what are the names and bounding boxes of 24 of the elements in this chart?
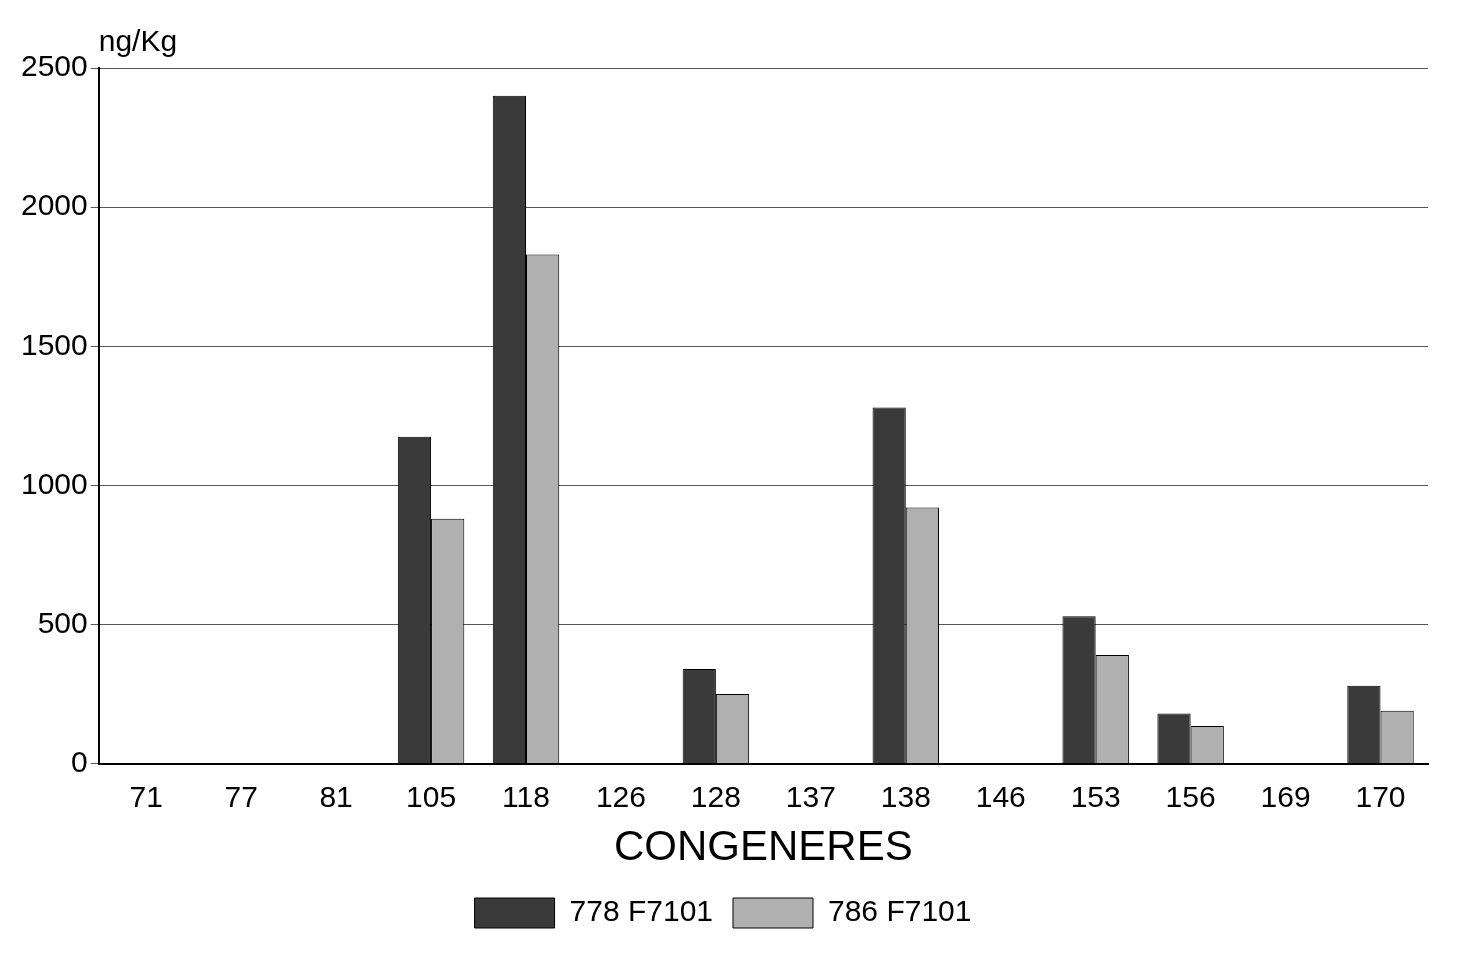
x-tick-label: 105: [406, 779, 457, 813]
legend-label: 778 F7101: [569, 894, 713, 928]
y-tick-label: 2000: [20, 188, 88, 222]
y-tick-label: 500: [37, 605, 88, 639]
x-tick-label: 170: [1355, 779, 1406, 813]
x-axis-title: CONGENERES: [614, 822, 913, 870]
x-tick-label: 118: [502, 779, 550, 813]
x-tick-label: 81: [319, 779, 353, 813]
y-tick-label: 1000: [20, 466, 88, 500]
x-tick-label: 71: [129, 779, 163, 813]
y-tick-label: 0: [71, 744, 88, 778]
x-tick-label: 77: [224, 779, 258, 813]
y-tick-label: 2500: [20, 49, 88, 83]
y-axis-title: ng/Kg: [98, 24, 178, 58]
legend-label: 786 F7101: [828, 894, 972, 928]
x-tick-label: 156: [1165, 779, 1216, 813]
x-tick-label: 137: [785, 779, 836, 813]
x-tick-label: 128: [690, 779, 741, 813]
y-tick-label: 1500: [20, 327, 88, 361]
x-tick-label: 126: [595, 779, 646, 813]
x-tick-label: 138: [880, 779, 931, 813]
x-tick-label: 169: [1260, 779, 1311, 813]
x-tick-label: 146: [975, 779, 1026, 813]
x-tick-label: 153: [1070, 779, 1121, 813]
